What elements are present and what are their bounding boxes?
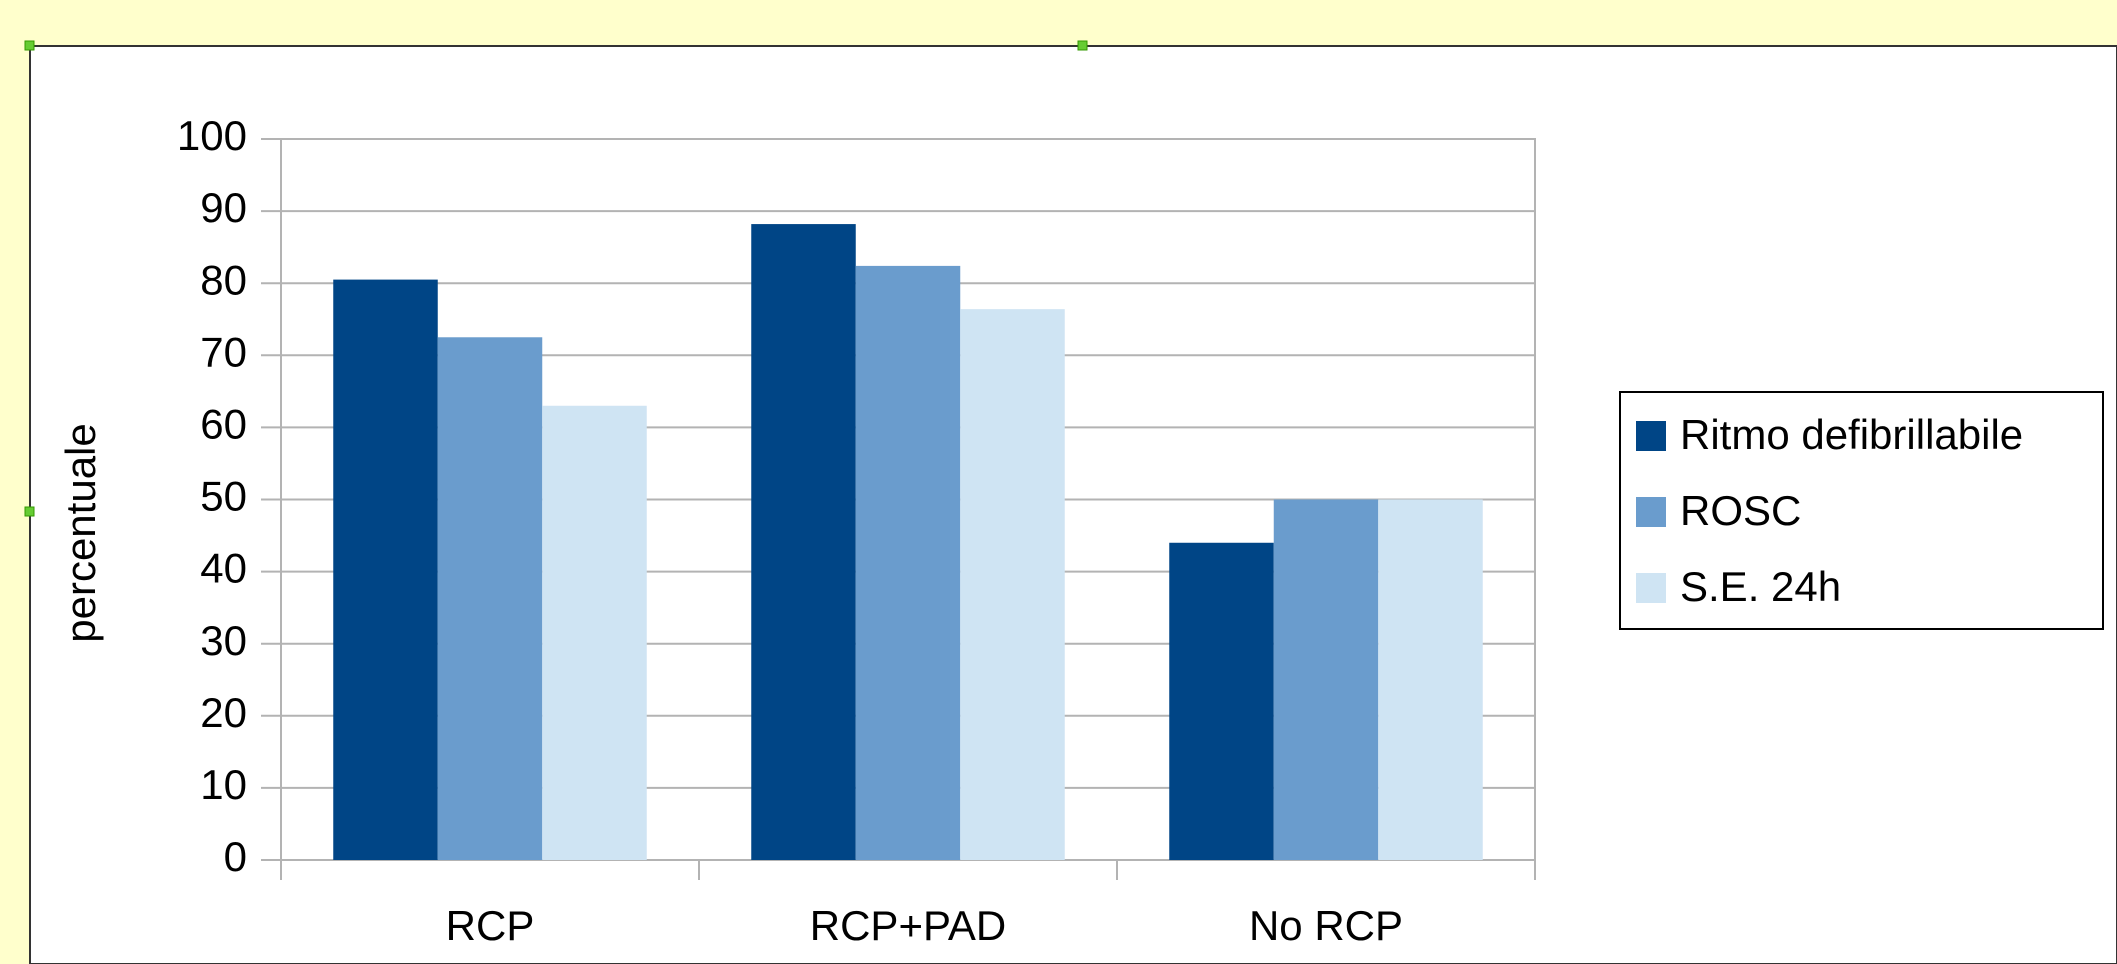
- y-tick-label: 70: [200, 328, 247, 375]
- bar: [1273, 499, 1379, 860]
- x-tick-label: No RCP: [1249, 902, 1403, 949]
- y-axis-label: percentuale: [57, 423, 104, 643]
- legend-label: Ritmo defibrillabile: [1680, 411, 2023, 458]
- legend-label: ROSC: [1680, 487, 1801, 534]
- legend-label: S.E. 24h: [1680, 563, 1841, 610]
- bar: [855, 265, 961, 860]
- bar: [751, 224, 856, 860]
- bar: [1378, 499, 1483, 860]
- y-tick-label: 100: [177, 112, 247, 159]
- bar: [333, 279, 438, 861]
- y-tick-label: 60: [200, 400, 247, 447]
- y-tick-label: 80: [200, 256, 247, 303]
- legend: [1619, 391, 2104, 630]
- legend-swatch: [1636, 497, 1666, 527]
- y-tick-label: 20: [200, 689, 247, 736]
- handle: [1077, 40, 1088, 51]
- y-tick-label: 30: [200, 617, 247, 664]
- y-tick-label: 0: [224, 833, 247, 880]
- handle: [24, 40, 35, 51]
- bar: [437, 337, 543, 860]
- x-tick-label: RCP: [446, 902, 535, 949]
- legend-swatch: [1636, 421, 1666, 451]
- y-tick-label: 90: [200, 184, 247, 231]
- handle: [24, 506, 35, 517]
- bar: [960, 309, 1065, 860]
- y-tick-label: 40: [200, 545, 247, 592]
- bar: [1169, 542, 1274, 860]
- legend-swatch: [1636, 573, 1666, 603]
- y-tick-label: 50: [200, 473, 247, 520]
- y-tick-label: 10: [200, 761, 247, 808]
- x-tick-label: RCP+PAD: [810, 902, 1006, 949]
- bar: [542, 405, 647, 860]
